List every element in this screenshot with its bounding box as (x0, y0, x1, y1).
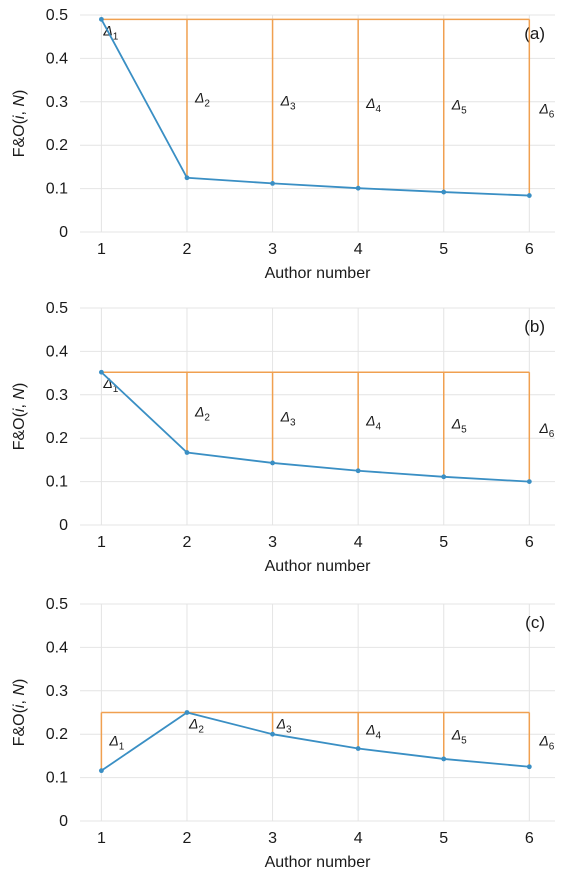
x-axis-label: Author number (265, 265, 372, 282)
data-point (98, 16, 104, 22)
y-tick-label: 0.4 (46, 343, 68, 360)
data-point (526, 764, 532, 770)
delta-label: Δ3 (280, 409, 296, 429)
y-tick-label: 0.5 (46, 596, 68, 613)
y-tick-label: 0.1 (46, 474, 68, 491)
delta-label: Δ5 (451, 727, 467, 747)
y-tick-label: 0.3 (46, 94, 68, 111)
x-tick-label: 1 (97, 241, 106, 258)
data-point (355, 185, 361, 191)
y-tick-label: 0.3 (46, 387, 68, 404)
delta-label: Δ2 (194, 90, 210, 110)
x-axis-label: Author number (265, 854, 372, 871)
x-tick-label: 5 (439, 830, 448, 847)
x-tick-label: 6 (525, 830, 534, 847)
x-tick-label: 2 (183, 534, 192, 551)
data-point (184, 710, 190, 715)
data-point (441, 474, 447, 480)
panel-label: (c) (525, 613, 545, 632)
chart-panel-a: 0 0.1 0.2 0.3 0.4 0.5 1 2 3 4 5 6 Author number F&O(i… (11, 7, 555, 282)
delta-label: Δ3 (280, 92, 296, 112)
x-axis-label: Author number (265, 558, 372, 575)
y-axis-label: F&O(i, N) (11, 383, 28, 451)
delta-label: Δ3 (276, 716, 292, 736)
x-tick-label: 6 (525, 534, 534, 551)
data-point (441, 189, 447, 195)
data-point (184, 175, 190, 181)
y-tick-label: 0.1 (46, 770, 68, 787)
x-tick-label: 6 (525, 241, 534, 258)
y-axis-label: F&O(i, N) (11, 679, 28, 747)
panel-label: (b) (524, 317, 545, 336)
delta-label: Δ1 (108, 733, 124, 753)
x-tick-label: 4 (354, 534, 363, 551)
x-tick-label: 2 (183, 241, 192, 258)
x-tick-label: 3 (268, 830, 277, 847)
x-tick-label: 3 (268, 534, 277, 551)
y-tick-label: 0.3 (46, 683, 68, 700)
y-tick-label: 0 (59, 224, 68, 241)
x-tick-label: 3 (268, 241, 277, 258)
data-point (98, 369, 104, 375)
y-tick-label: 0.2 (46, 726, 68, 743)
x-tick-label: 5 (439, 534, 448, 551)
series-line (100, 18, 530, 197)
delta-label: Δ4 (365, 95, 381, 115)
y-axis-label: F&O(i, N) (11, 90, 28, 158)
delta-label: Δ2 (194, 403, 210, 423)
data-point (526, 479, 532, 484)
data-point (184, 450, 190, 455)
data-point (270, 460, 275, 466)
series-line (100, 711, 530, 772)
chart-panel-c: 0 0.1 0.2 0.3 0.4 0.5 1 2 3 4 5 6 Author number F&O(i… (11, 596, 555, 871)
data-point (98, 768, 104, 774)
data-point (526, 193, 532, 198)
data-point (355, 468, 361, 474)
x-tick-label: 1 (97, 830, 106, 847)
delta-label: Δ5 (451, 416, 467, 436)
delta-label: Δ6 (538, 420, 554, 440)
data-point (270, 180, 275, 186)
y-tick-label: 0.1 (46, 181, 68, 198)
delta-label: Δ6 (538, 733, 554, 753)
delta-label: Δ4 (365, 722, 381, 742)
y-tick-label: 0.5 (46, 7, 68, 24)
y-tick-label: 0 (59, 517, 68, 534)
x-tick-label: 4 (354, 241, 363, 258)
chart-panel-b: 0 0.1 0.2 0.3 0.4 0.5 1 2 3 4 5 6 Author number F&O(i… (11, 300, 555, 575)
x-tick-label: 5 (439, 241, 448, 258)
y-tick-label: 0 (59, 813, 68, 830)
delta-label: Δ5 (451, 97, 467, 117)
delta-label: Δ4 (365, 412, 381, 432)
y-tick-label: 0.5 (46, 300, 68, 317)
y-tick-label: 0.2 (46, 137, 68, 154)
x-tick-label: 4 (354, 830, 363, 847)
data-point (441, 756, 447, 762)
delta-label: Δ6 (538, 100, 554, 120)
y-tick-label: 0.2 (46, 430, 68, 447)
y-tick-label: 0.4 (46, 50, 68, 67)
delta-label: Δ2 (188, 716, 204, 736)
panel-label: (a) (524, 24, 545, 43)
delta-label: Δ1 (102, 375, 118, 395)
y-tick-label: 0.4 (46, 639, 68, 656)
x-tick-label: 2 (183, 830, 192, 847)
data-point (355, 746, 361, 751)
x-tick-label: 1 (97, 534, 106, 551)
series-line (100, 371, 530, 483)
data-point (270, 731, 275, 737)
